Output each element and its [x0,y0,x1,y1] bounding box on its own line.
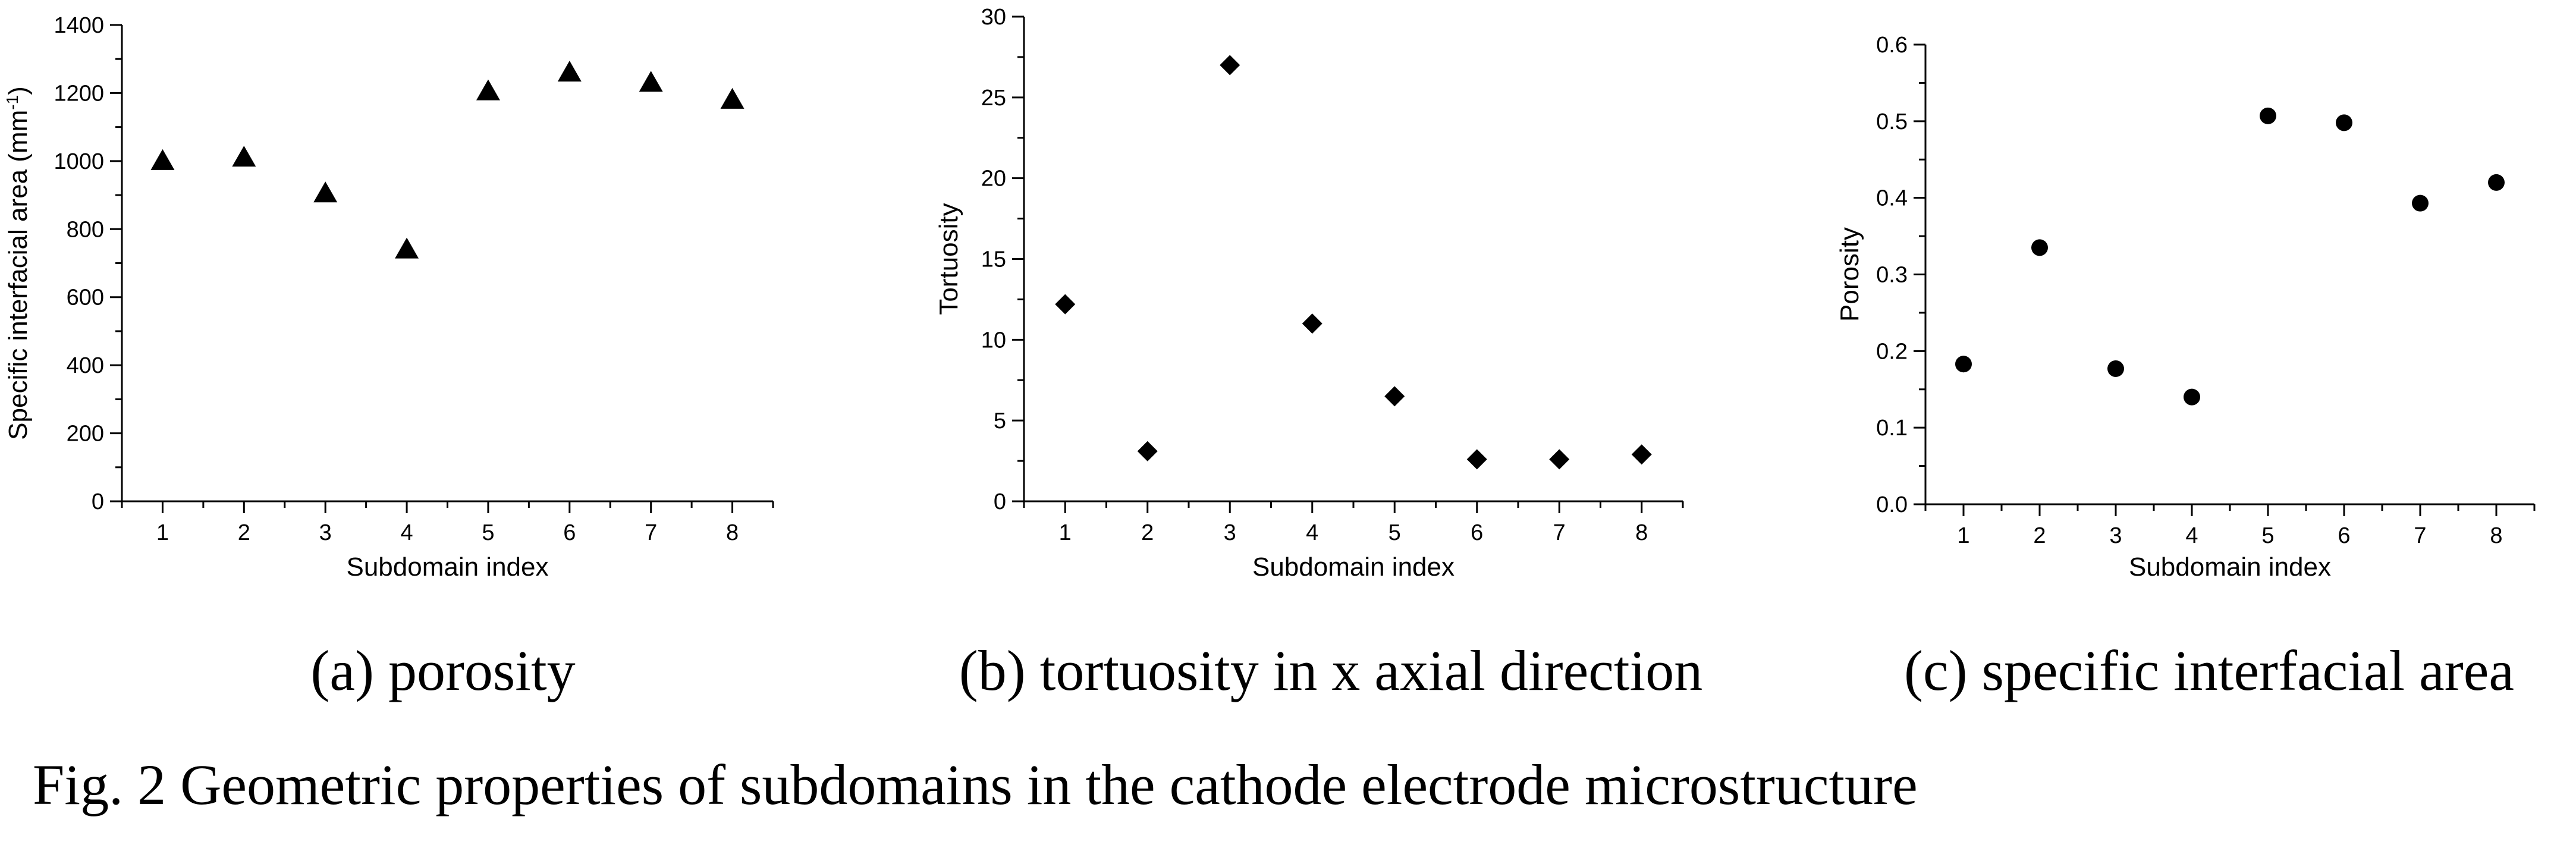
data-point [1631,444,1652,465]
y-tick-label: 800 [67,217,104,242]
x-tick-label: 4 [400,520,413,545]
y-tick-label: 600 [67,285,104,310]
y-tick-label: 1000 [54,149,104,174]
panel-c-sublabel: (c) specific interfacial area [1904,639,2514,702]
data-point [2260,107,2276,124]
x-tick-label: 3 [319,520,332,545]
data-point [639,71,663,92]
x-tick-label: 1 [156,520,169,545]
data-point [1384,386,1405,407]
data-point [720,87,744,109]
y-tick-label: 0.0 [1876,492,1908,517]
x-tick-label: 2 [1141,520,1154,545]
y-tick-label: 0.1 [1876,416,1908,441]
y-tick-label: 0.3 [1876,263,1908,288]
y-tick-label: 5 [994,409,1006,434]
panel-c-chart: 0.0 0.1 0.2 0.3 0.4 0.5 0.6 1 2 3 4 5 6 7 8 Subdomain i… [1835,33,2536,582]
figure-caption: Fig. 2 Geometric properties of subdomain… [33,753,1918,816]
panel-a-sublabel: (a) porosity [310,639,575,702]
x-axis-title: Subdomain index [1252,552,1455,582]
data-point [232,146,256,167]
y-tick-label: 10 [981,328,1006,353]
y-tick-label: 200 [67,422,104,447]
data-point [1055,294,1076,315]
panel-b-chart: 0 5 10 15 20 25 30 1 2 3 4 5 6 7 8 Subdomain index Tortu… [934,5,1684,582]
data-point [2031,239,2048,256]
x-tick-label: 1 [1059,520,1072,545]
y-tick-label: 400 [67,353,104,378]
x-tick-label: 4 [1306,520,1318,545]
x-tick-label: 8 [2490,523,2502,548]
x-tick-label: 7 [1553,520,1566,545]
y-axis-title: Specific interfacial area (mm-1) [3,86,33,440]
x-tick-label: 5 [1388,520,1401,545]
x-tick-label: 6 [2338,523,2350,548]
data-point [1137,441,1158,461]
y-tick-label: 30 [981,5,1006,30]
x-axis-title: Subdomain index [2129,552,2331,582]
y-tick-label: 0 [92,489,104,514]
x-tick-label: 5 [2261,523,2274,548]
data-point [2107,360,2124,377]
x-tick-label: 3 [2109,523,2122,548]
y-tick-label: 0.4 [1876,186,1908,211]
data-point [1220,55,1240,76]
y-tick-label: 0 [994,489,1006,514]
x-tick-label: 7 [645,520,657,545]
data-point [1466,449,1487,470]
x-tick-label: 5 [482,520,494,545]
x-tick-label: 6 [1471,520,1483,545]
y-tick-label: 0.5 [1876,109,1908,134]
x-tick-label: 8 [1635,520,1648,545]
data-point [2184,388,2200,406]
data-point [2488,174,2505,191]
x-tick-label: 2 [238,520,250,545]
y-tick-label: 25 [981,86,1006,111]
y-tick-label: 15 [981,247,1006,272]
data-point [2336,114,2352,131]
x-tick-label: 7 [2414,523,2426,548]
y-tick-label: 1400 [54,13,104,38]
x-tick-label: 3 [1224,520,1236,545]
data-point [476,79,500,100]
data-point [557,61,582,82]
x-tick-label: 1 [1957,523,1969,548]
x-tick-label: 6 [563,520,576,545]
data-point [2412,194,2429,212]
y-tick-label: 0.6 [1876,33,1908,58]
panel-b-sublabel: (b) tortuosity in x axial direction [959,639,1702,702]
data-point [1549,449,1570,470]
panel-a-chart: 0 200 400 600 800 1000 1200 1400 1 2 3 4 5 6 7 8 Subdoma… [3,13,774,582]
data-point [150,149,175,170]
data-point [1302,313,1322,334]
y-axis-title: Tortuosity [934,203,963,315]
y-axis-title: Porosity [1835,227,1864,322]
x-tick-label: 4 [2185,523,2198,548]
data-point [395,237,419,259]
y-tick-label: 20 [981,167,1006,191]
data-point [313,181,338,203]
x-tick-label: 2 [2033,523,2046,548]
x-axis-title: Subdomain index [346,552,548,582]
x-tick-label: 8 [726,520,739,545]
data-point [1955,356,1972,373]
y-tick-label: 1200 [54,81,104,106]
y-tick-label: 0.2 [1876,339,1908,364]
